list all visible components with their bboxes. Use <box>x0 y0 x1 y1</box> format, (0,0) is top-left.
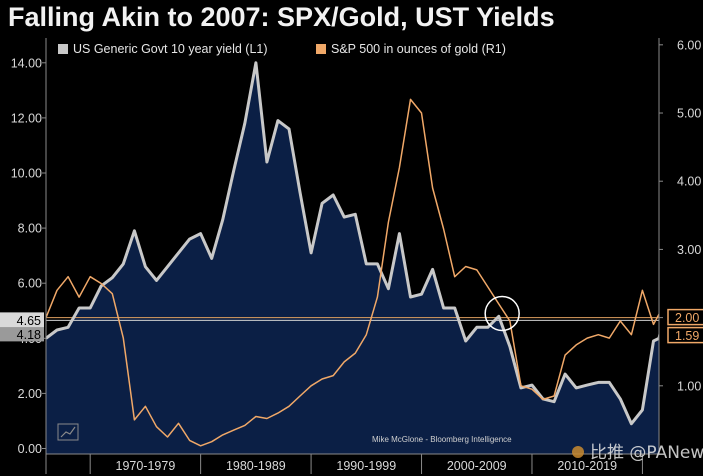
left-tick-label: 2.00 <box>18 387 42 401</box>
source-credit: Mike McGlone - Bloomberg Intelligence <box>372 435 512 444</box>
left-tick-label: 12.00 <box>11 111 42 125</box>
chart-title: Falling Akin to 2007: SPX/Gold, UST Yiel… <box>8 2 555 32</box>
chart-icon <box>57 423 79 441</box>
decade-label: 1980-1989 <box>226 459 286 473</box>
annotation-circle <box>484 295 520 332</box>
right-tick-label: 5.00 <box>677 107 701 121</box>
yield-line <box>46 61 659 426</box>
right-ref-tag-bg <box>667 308 703 326</box>
watermark-coin-icon <box>572 446 584 458</box>
left-ref-tag-bg <box>0 312 44 328</box>
plot-area <box>46 61 659 454</box>
watermark-text: 比推 @PANews <box>590 443 703 463</box>
watermark: 比推 @PANews <box>572 443 703 463</box>
left-tick-label: 8.00 <box>18 222 42 236</box>
right-last-tag: 1.59 <box>675 329 699 343</box>
left-ref-tag: 4.65 <box>17 314 41 328</box>
left-tick-label: 0.00 <box>18 442 42 456</box>
yield-area <box>46 62 659 454</box>
right-tick-label: 6.00 <box>677 38 701 52</box>
chart: 0.00 2.00 4.00 6.00 8.00 10.00 12.00 14.00 1.00 2… <box>0 38 703 474</box>
chart-icon-frame <box>57 423 79 441</box>
right-ref-tag: 2.00 <box>675 311 699 325</box>
decade-label: 1990-1999 <box>336 459 396 473</box>
legend-label-yield: US Generic Govt 10 year yield (L1) <box>73 42 268 56</box>
legend: US Generic Govt 10 year yield (L1) S&P 50… <box>58 42 506 56</box>
left-last-tag-bg <box>0 327 44 342</box>
legend-swatch-yield <box>58 44 68 54</box>
legend-label-spx: S&P 500 in ounces of gold (R1) <box>331 42 506 56</box>
chart-icon-line <box>60 426 76 438</box>
left-last-tag: 4.18 <box>17 328 41 342</box>
decade-label: 2000-2009 <box>447 459 507 473</box>
decade-label: 2010-2019 <box>557 459 617 473</box>
right-last-tag-bg <box>667 326 703 344</box>
right-tick-label: 3.00 <box>677 243 701 257</box>
spx-gold-line <box>46 98 659 447</box>
left-tick-label: 10.00 <box>11 166 42 180</box>
legend-swatch-spx <box>316 44 326 54</box>
right-tick-label: 1.00 <box>677 379 701 393</box>
left-tick-label: 14.00 <box>11 56 42 70</box>
decade-label: 1970-1979 <box>116 459 176 473</box>
right-tick-label: 4.00 <box>677 175 701 189</box>
left-tick-label: 6.00 <box>18 277 42 291</box>
